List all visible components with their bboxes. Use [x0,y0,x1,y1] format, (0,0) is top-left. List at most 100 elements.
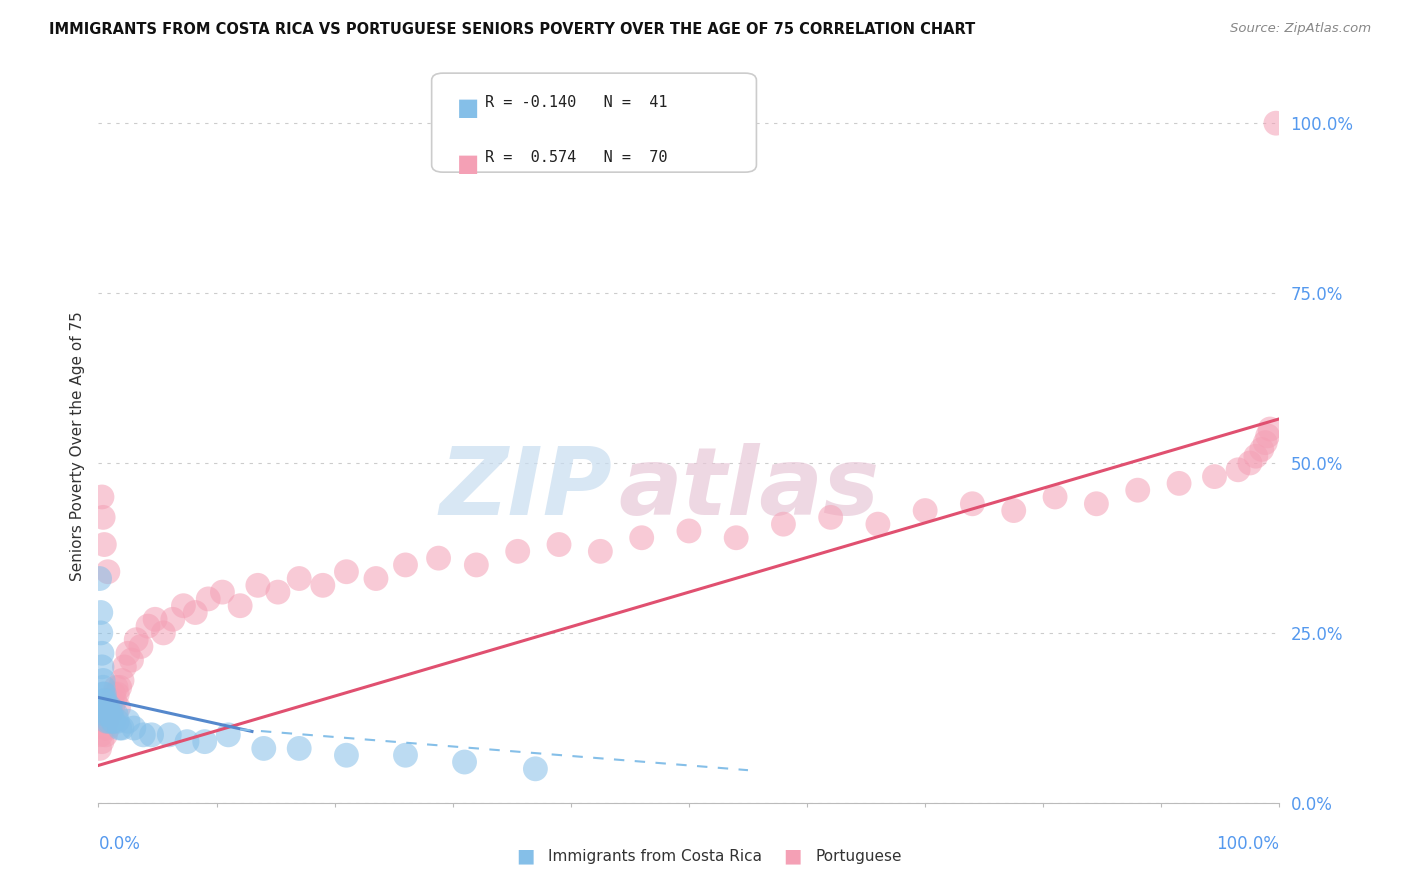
Point [93,721,115,735]
Point [91,673,114,688]
Point [91,510,114,524]
Point [211,585,233,599]
Text: Portuguese: Portuguese [815,849,903,863]
Text: ■: ■ [457,96,479,120]
Point [506,544,529,558]
Point [125,632,148,647]
Point [1264,116,1286,130]
Text: 100.0%: 100.0% [1216,835,1279,853]
Point [108,680,131,694]
Point [246,578,269,592]
Point [141,728,163,742]
Point [101,714,124,729]
Text: ■: ■ [516,847,534,866]
Point [105,714,128,729]
Point [105,680,128,694]
Point [772,517,794,532]
Point [217,728,239,742]
Point [101,700,124,714]
Point [335,748,357,763]
Point [1126,483,1149,498]
Point [172,599,194,613]
Point [132,728,155,742]
Point [162,612,184,626]
Point [100,694,122,708]
Point [107,700,129,714]
Point [104,694,127,708]
Point [96,714,118,729]
Point [111,673,134,688]
Point [524,762,547,776]
Point [725,531,748,545]
Text: atlas: atlas [619,442,879,535]
Point [121,653,143,667]
Point [98,700,121,714]
Point [96,714,118,729]
Point [335,565,357,579]
Text: ■: ■ [783,847,801,866]
Point [394,748,416,763]
Text: 0.0%: 0.0% [98,835,141,853]
Point [1257,429,1279,443]
Point [288,741,311,756]
Point [427,551,450,566]
Point [1002,503,1025,517]
Point [90,728,112,742]
Point [197,591,219,606]
Point [111,721,134,735]
Point [184,606,207,620]
Point [105,707,128,722]
Point [93,700,115,714]
Point [589,544,612,558]
Point [194,734,217,748]
Point [630,531,652,545]
Point [103,714,125,729]
Point [94,694,117,708]
Point [678,524,700,538]
Point [94,707,117,722]
Point [394,558,416,572]
Point [117,646,139,660]
Point [1239,456,1261,470]
Point [90,606,112,620]
Point [100,707,122,722]
Point [89,572,111,586]
Point [93,537,115,551]
Text: IMMIGRANTS FROM COSTA RICA VS PORTUGUESE SENIORS POVERTY OVER THE AGE OF 75 CORR: IMMIGRANTS FROM COSTA RICA VS PORTUGUESE… [49,22,976,37]
Point [136,619,159,633]
Point [108,721,131,735]
Point [312,578,335,592]
Point [122,721,145,735]
Point [1254,435,1277,450]
Point [267,585,290,599]
Point [453,755,475,769]
Point [89,741,111,756]
Point [97,707,120,722]
Point [157,728,180,742]
Point [96,700,118,714]
Point [1085,497,1108,511]
Point [103,687,125,701]
Point [91,734,114,748]
Point [1204,469,1226,483]
Point [97,700,120,714]
Point [91,646,114,660]
Point [93,694,115,708]
Point [914,503,936,517]
Text: ZIP: ZIP [439,442,612,535]
Point [548,537,571,551]
Point [229,599,252,613]
Text: R =  0.574   N =  70: R = 0.574 N = 70 [485,150,668,165]
Point [93,687,115,701]
Point [1258,422,1281,436]
Point [176,734,198,748]
Point [105,687,128,701]
Point [288,572,311,586]
Y-axis label: Seniors Poverty Over the Age of 75: Seniors Poverty Over the Age of 75 [69,311,84,581]
Point [1227,463,1250,477]
Point [866,517,889,532]
Point [1043,490,1066,504]
Text: ■: ■ [457,152,479,176]
Point [129,640,152,654]
Text: Source: ZipAtlas.com: Source: ZipAtlas.com [1230,22,1371,36]
